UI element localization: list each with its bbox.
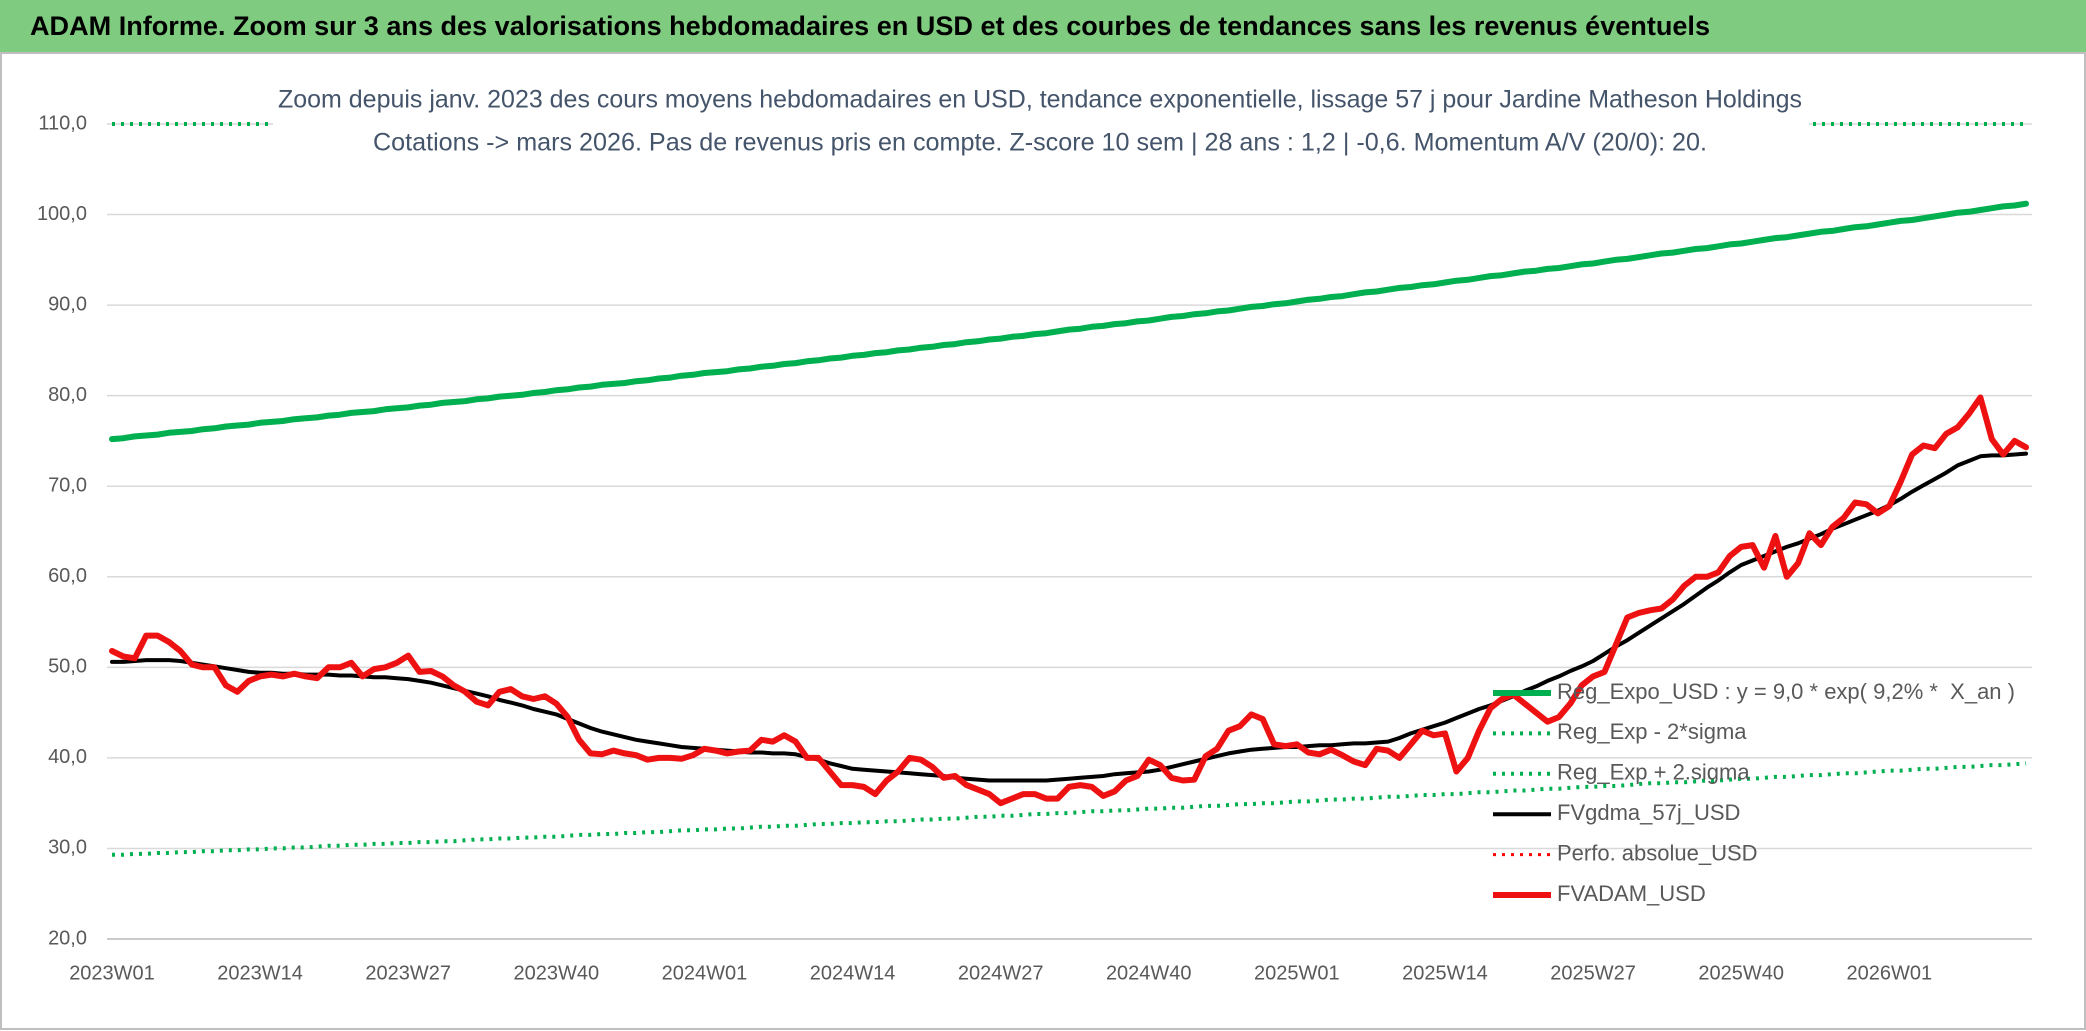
chart-frame: [0, 52, 2086, 1030]
legend-label: FVADAM_USD: [1557, 881, 1706, 906]
series-line: [110, 451, 2028, 783]
y-tick-label: 90,0: [48, 293, 87, 315]
y-tick-label: 80,0: [48, 384, 87, 406]
x-tick-label: 2025W40: [1698, 962, 1784, 984]
chart-subtitle: Cotations -> mars 2026. Pas de revenus p…: [373, 129, 1707, 157]
y-tick-label: 60,0: [48, 565, 87, 587]
chart-title: Zoom depuis janv. 2023 des cours moyens …: [278, 86, 1802, 114]
x-tick-label: 2025W14: [1402, 962, 1488, 984]
x-tick-label: 2023W14: [217, 962, 303, 984]
y-tick-label: 20,0: [48, 927, 87, 949]
header-title: ADAM Informe. Zoom sur 3 ans des valoris…: [30, 11, 1710, 41]
legend-label: FVgdma_57j_USD: [1557, 800, 1740, 825]
legend-label: Reg_Expo_USD : y = 9,0 * exp( 9,2% * X_a…: [1557, 679, 2015, 704]
legend: Reg_Expo_USD : y = 9,0 * exp( 9,2% * X_a…: [1493, 679, 2015, 906]
x-tick-label: 2023W01: [69, 962, 155, 984]
series-line: [109, 200, 2029, 443]
y-tick-label: 100,0: [37, 203, 87, 225]
y-tick-label: 110,0: [38, 112, 87, 134]
x-tick-label: 2026W01: [1846, 962, 1932, 984]
x-tick-label: 2024W01: [662, 962, 748, 984]
title-backdrop: [273, 82, 1809, 164]
y-tick-label: 30,0: [48, 837, 87, 859]
series-line: [109, 394, 2029, 807]
legend-label: Reg_Exp - 2*sigma: [1557, 719, 1747, 744]
legend-label: Perfo. absolue_USD: [1557, 840, 1758, 865]
x-tick-label: 2024W40: [1106, 962, 1192, 984]
header-banner: [0, 0, 2086, 53]
x-tick-label: 2024W27: [958, 962, 1044, 984]
plot-area: 20,0 30,0 40,0 50,0 60,0 70,0 80,0 90,0 100,0 110…: [37, 112, 2032, 984]
x-tick-label: 2024W14: [810, 962, 896, 984]
x-tick-label: 2023W27: [365, 962, 451, 984]
x-tick-label: 2025W27: [1550, 962, 1636, 984]
y-tick-label: 50,0: [48, 656, 87, 678]
y-tick-label: 40,0: [48, 746, 87, 768]
legend-label: Reg_Exp + 2.sigma: [1557, 760, 1750, 785]
x-tick-label: 2023W40: [514, 962, 600, 984]
y-tick-label: 70,0: [48, 475, 87, 497]
x-tick-label: 2025W01: [1254, 962, 1340, 984]
